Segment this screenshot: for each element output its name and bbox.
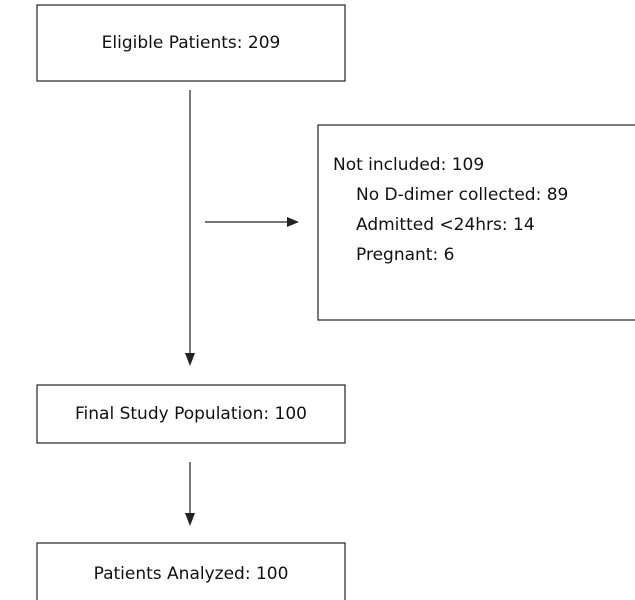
node-label: Not included: 109 [333, 155, 484, 175]
node-item: No D-dimer collected: 89 [356, 185, 568, 205]
arrow-head [185, 513, 195, 526]
arrow-head [287, 217, 299, 227]
box [36, 384, 346, 444]
node-label: Patients Analyzed: 100 [94, 564, 289, 584]
node-item: Pregnant: 6 [356, 245, 454, 265]
node-item: Admitted <24hrs: 14 [356, 215, 535, 235]
node-label: Eligible Patients: 209 [102, 33, 281, 53]
box [36, 542, 346, 600]
box [36, 4, 346, 82]
arrow-head [185, 353, 195, 366]
box [317, 124, 635, 321]
node-label: Final Study Population: 100 [75, 404, 307, 424]
